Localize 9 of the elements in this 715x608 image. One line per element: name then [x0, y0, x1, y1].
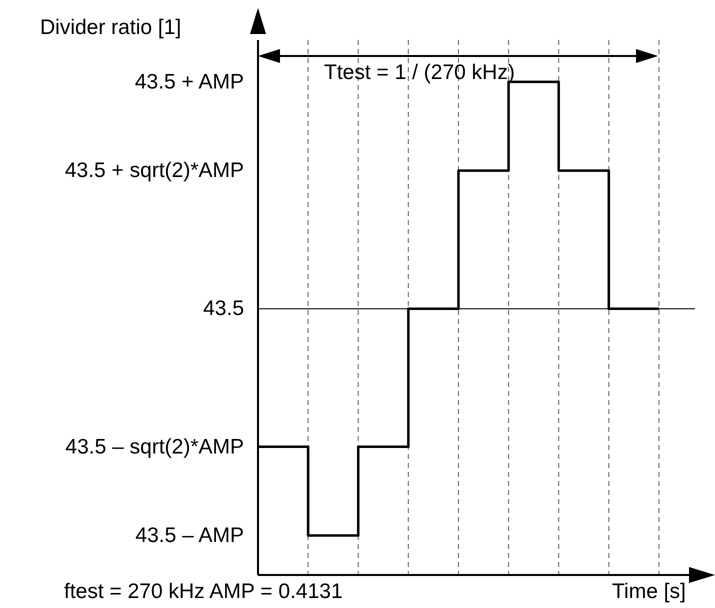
text: ftest = 270 kHz AMP = 0.4131 — [64, 580, 343, 604]
annotation: Ttest = 1 / (270 kHz) — [324, 61, 515, 85]
text: 43.5 + sqrt(2)*AMP — [64, 159, 244, 182]
x-axis-title: Time [s] — [612, 580, 686, 604]
y-axis-title: Divider ratio [1] — [40, 16, 182, 40]
text: 43.5 – sqrt(2)*AMP — [65, 435, 244, 458]
text: 43.5 — [203, 297, 244, 320]
text: 43.5 – AMP — [135, 524, 244, 548]
text: 43.5 + AMP — [134, 70, 244, 94]
